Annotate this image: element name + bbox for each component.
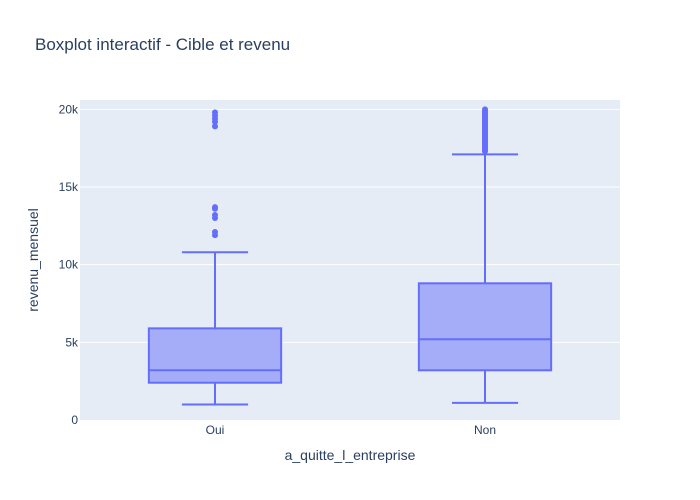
box-oui bbox=[147, 109, 283, 406]
x-axis-title: a_quitte_l_entreprise bbox=[285, 447, 416, 463]
outlier-point bbox=[482, 106, 488, 113]
x-tick-label: Non bbox=[474, 423, 496, 437]
y-tick-label: 0 bbox=[71, 413, 78, 427]
x-tick-label: Oui bbox=[206, 423, 225, 437]
y-tick-label: 5k bbox=[65, 335, 79, 349]
outlier-point bbox=[212, 204, 218, 211]
chart-title: Boxplot interactif - Cible et revenu bbox=[35, 35, 290, 54]
y-axis-ticks: 0 5k 10k 15k 20k bbox=[59, 102, 79, 427]
y-tick-label: 15k bbox=[59, 180, 79, 194]
y-tick-label: 20k bbox=[59, 102, 79, 116]
outlier-point bbox=[212, 109, 218, 116]
outlier-point bbox=[212, 211, 218, 218]
iqr-box bbox=[417, 282, 553, 372]
y-axis-title: revenu_mensuel bbox=[25, 208, 41, 312]
outlier-point bbox=[212, 123, 218, 130]
x-axis-ticks: Oui Non bbox=[206, 423, 496, 437]
iqr-box bbox=[147, 327, 283, 384]
y-tick-label: 10k bbox=[59, 258, 79, 272]
box-series bbox=[147, 106, 553, 406]
outlier-point bbox=[212, 229, 218, 236]
box-non bbox=[417, 106, 553, 404]
